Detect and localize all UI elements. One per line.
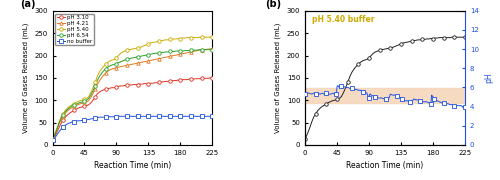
Y-axis label: pH: pH: [484, 73, 494, 83]
Y-axis label: Volume of Gases Released (mL): Volume of Gases Released (mL): [274, 23, 281, 133]
Text: (b): (b): [265, 0, 281, 9]
Legend: pH 3.10, pH 4.21, pH 5.40, pH 6.54, no buffer: pH 3.10, pH 4.21, pH 5.40, pH 6.54, no b…: [56, 14, 94, 45]
X-axis label: Reaction Time (min): Reaction Time (min): [346, 161, 424, 170]
X-axis label: Reaction Time (min): Reaction Time (min): [94, 161, 171, 170]
Y-axis label: Volume of Gases Released (mL): Volume of Gases Released (mL): [22, 23, 29, 133]
Text: pH 5.40 buffer: pH 5.40 buffer: [312, 15, 374, 24]
Text: (a): (a): [20, 0, 36, 9]
Bar: [305, 88, 465, 103]
